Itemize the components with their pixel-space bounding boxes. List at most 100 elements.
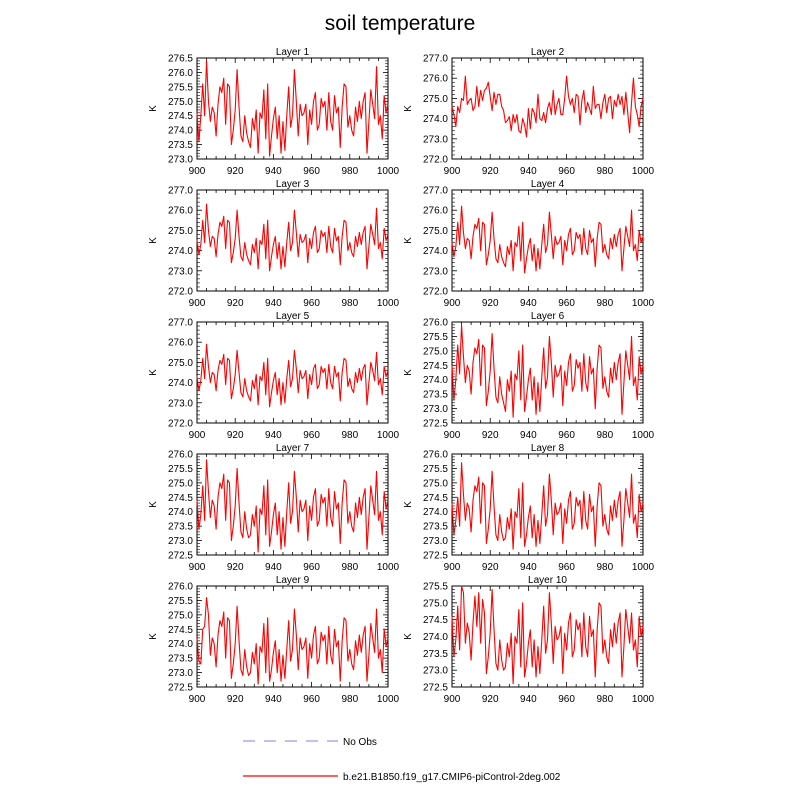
y-tick-label: 275.5 xyxy=(423,332,448,343)
x-tick-label: 960 xyxy=(558,562,575,573)
y-axis-label: K xyxy=(148,633,159,640)
x-tick-label: 1000 xyxy=(377,430,400,441)
x-tick-label: 960 xyxy=(303,694,320,705)
y-tick-label: 275.0 xyxy=(423,94,448,105)
y-tick-label: 272.0 xyxy=(423,287,448,298)
x-tick-label: 1000 xyxy=(632,298,655,309)
y-axis-label: K xyxy=(403,501,414,508)
chart-panel: Layer 7 K 900 920 940 960 980 1000 272.5 273.0 273… xyxy=(148,443,400,573)
chart-panel: Layer 6 K 900 920 940 960 980 1000 272.5 273.0 273… xyxy=(403,311,655,441)
y-tick-label: 274.5 xyxy=(423,493,448,504)
y-tick-label: 274.5 xyxy=(423,361,448,372)
y-tick-label: 274.0 xyxy=(423,375,448,386)
x-tick-label: 1000 xyxy=(377,166,400,177)
y-tick-label: 273.5 xyxy=(168,522,193,533)
y-tick-label: 275.0 xyxy=(423,478,448,489)
x-tick-label: 980 xyxy=(596,694,613,705)
y-tick-label: 273.5 xyxy=(168,140,193,151)
x-tick-label: 920 xyxy=(227,430,244,441)
y-tick-label: 276.0 xyxy=(168,450,193,461)
series-line-model xyxy=(196,60,389,157)
y-tick-label: 275.0 xyxy=(168,478,193,489)
chart-panel: Layer 5 K 900 920 940 960 980 1000 272.0 273.0 274… xyxy=(148,311,400,441)
x-tick-label: 940 xyxy=(520,298,537,309)
x-tick-label: 980 xyxy=(341,562,358,573)
y-tick-label: 275.0 xyxy=(423,598,448,609)
y-tick-label: 274.0 xyxy=(168,246,193,257)
y-tick-label: 272.5 xyxy=(168,683,193,694)
y-tick-label: 275.5 xyxy=(168,596,193,607)
y-tick-label: 272.5 xyxy=(423,419,448,430)
legend-model-label: b.e21.B1850.f19_g17.CMIP6-piControl-2deg… xyxy=(343,772,561,783)
y-tick-label: 273.0 xyxy=(423,266,448,277)
y-tick-label: 273.5 xyxy=(168,654,193,665)
y-tick-label: 277.0 xyxy=(423,54,448,65)
y-tick-label: 276.0 xyxy=(168,68,193,79)
x-tick-label: 920 xyxy=(482,298,499,309)
y-axis-label: K xyxy=(148,369,159,376)
x-tick-label: 900 xyxy=(189,562,206,573)
y-tick-label: 275.0 xyxy=(168,610,193,621)
x-tick-label: 900 xyxy=(189,694,206,705)
x-tick-label: 1000 xyxy=(632,430,655,441)
x-tick-label: 940 xyxy=(265,694,282,705)
figure-title: soil temperature xyxy=(325,12,476,35)
panel-title: Layer 10 xyxy=(528,575,567,586)
y-axis-label: K xyxy=(403,105,414,112)
x-tick-label: 900 xyxy=(444,166,461,177)
panel-title: Layer 4 xyxy=(531,179,565,190)
y-tick-label: 276.0 xyxy=(423,206,448,217)
x-tick-label: 920 xyxy=(227,694,244,705)
y-tick-label: 276.0 xyxy=(423,318,448,329)
y-axis-label: K xyxy=(148,237,159,244)
y-tick-label: 274.5 xyxy=(423,615,448,626)
legend-obs-label: No Obs xyxy=(343,737,377,748)
series-line-model xyxy=(451,75,644,138)
y-tick-label: 274.0 xyxy=(423,507,448,518)
y-tick-label: 276.0 xyxy=(168,338,193,349)
y-tick-label: 273.5 xyxy=(423,522,448,533)
x-tick-label: 920 xyxy=(227,298,244,309)
series-line-model xyxy=(196,596,389,685)
x-tick-label: 900 xyxy=(444,430,461,441)
x-tick-label: 1000 xyxy=(632,694,655,705)
y-tick-label: 276.0 xyxy=(168,206,193,217)
series-line-model xyxy=(196,343,389,408)
y-tick-label: 275.0 xyxy=(168,97,193,108)
y-axis-label: K xyxy=(148,501,159,508)
y-tick-label: 275.5 xyxy=(168,464,193,475)
y-tick-label: 274.0 xyxy=(168,639,193,650)
y-tick-label: 277.0 xyxy=(168,186,193,197)
x-tick-label: 940 xyxy=(265,298,282,309)
chart-panel: Layer 2 K 900 920 940 960 980 1000 272.0 273.0 274… xyxy=(403,47,655,177)
x-tick-label: 940 xyxy=(265,430,282,441)
y-tick-label: 273.0 xyxy=(168,536,193,547)
legend: No Obs b.e21.B1850.f19_g17.CMIP6-piContr… xyxy=(243,737,561,783)
x-tick-label: 940 xyxy=(520,694,537,705)
y-tick-label: 275.0 xyxy=(168,358,193,369)
x-tick-label: 920 xyxy=(482,166,499,177)
x-tick-label: 960 xyxy=(303,298,320,309)
panel-title: Layer 6 xyxy=(531,311,565,322)
series-line-model xyxy=(451,462,644,550)
y-tick-label: 274.5 xyxy=(168,625,193,636)
x-tick-label: 940 xyxy=(520,166,537,177)
y-tick-label: 274.0 xyxy=(168,507,193,518)
x-tick-label: 1000 xyxy=(377,694,400,705)
y-tick-label: 275.0 xyxy=(168,226,193,237)
y-tick-label: 274.0 xyxy=(423,246,448,257)
y-tick-label: 272.5 xyxy=(423,551,448,562)
y-tick-label: 275.5 xyxy=(168,82,193,93)
chart-panel: Layer 10 K 900 920 940 960 980 1000 272.5 273.0 27… xyxy=(403,575,655,705)
panel-title: Layer 3 xyxy=(276,179,310,190)
y-tick-label: 277.0 xyxy=(168,318,193,329)
x-tick-label: 980 xyxy=(596,166,613,177)
y-tick-label: 273.0 xyxy=(423,134,448,145)
x-tick-label: 960 xyxy=(558,298,575,309)
x-tick-label: 940 xyxy=(265,562,282,573)
panel-title: Layer 5 xyxy=(276,311,310,322)
x-tick-label: 940 xyxy=(520,562,537,573)
x-tick-label: 920 xyxy=(482,562,499,573)
y-axis-label: K xyxy=(403,369,414,376)
